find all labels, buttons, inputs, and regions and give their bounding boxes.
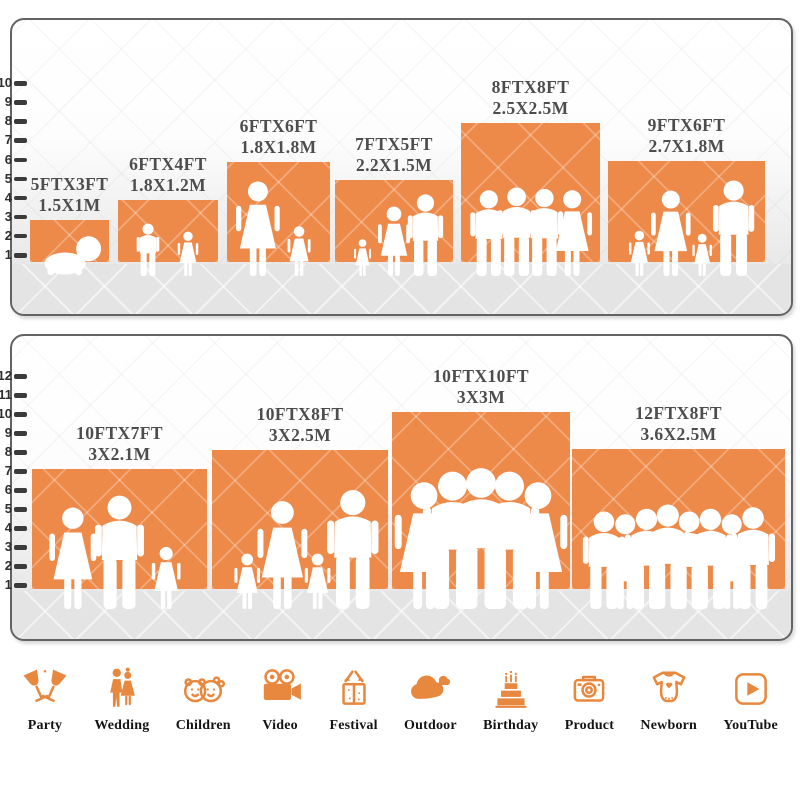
ruler-tick xyxy=(14,526,27,531)
category-label: YouTube xyxy=(723,718,778,733)
ruler-number: 7 xyxy=(4,132,12,148)
category-product: Product xyxy=(565,660,614,734)
video-icon xyxy=(257,660,303,712)
ruler-number: 6 xyxy=(4,151,12,167)
ruler-number: 1 xyxy=(4,577,12,592)
backdrop-size-label: 10FTX7FT 3X2.1M xyxy=(76,423,163,464)
people-silhouette xyxy=(394,468,568,609)
category-row: Party Wedding Children Video Festival Outdoor… xyxy=(0,660,800,734)
ruler-tick xyxy=(14,583,27,588)
backdrop-size-label: 7FTX5FT 2.2X1.5M xyxy=(355,134,433,175)
people-silhouette xyxy=(470,187,593,276)
festival-icon xyxy=(331,660,377,712)
backdrop-size-label: 8FTX8FT 2.5X2.5M xyxy=(491,77,570,118)
ruler-tick xyxy=(14,176,27,182)
category-wedding: Wedding xyxy=(94,660,149,734)
ruler-number: 10 xyxy=(0,75,12,91)
people-silhouette xyxy=(582,504,776,609)
category-video: Video xyxy=(257,660,303,734)
category-party: Party xyxy=(22,660,68,734)
category-outdoor: Outdoor xyxy=(404,660,457,734)
ruler-number: 12 xyxy=(0,368,12,383)
category-birthday: Birthday xyxy=(483,660,538,734)
category-children: Children xyxy=(176,660,231,734)
category-label: Outdoor xyxy=(404,718,457,733)
ruler-tick xyxy=(14,469,27,474)
ruler-number: 2 xyxy=(4,558,12,573)
ruler-number: 3 xyxy=(4,539,12,554)
ruler-number: 8 xyxy=(4,444,12,459)
backdrop-size-label: 10FTX8FT 3X2.5M xyxy=(256,404,344,445)
wedding-icon xyxy=(99,660,145,712)
ruler-number: 4 xyxy=(4,189,12,205)
ruler-tick xyxy=(14,412,27,417)
ruler-number: 2 xyxy=(4,227,12,243)
ruler-number: 6 xyxy=(4,482,12,497)
birthday-icon xyxy=(488,660,534,712)
people-silhouette xyxy=(354,194,444,276)
backdrop-size-label: 10FTX10FT 3X3M xyxy=(433,366,529,407)
people-silhouette xyxy=(49,495,181,609)
ruler-tick xyxy=(14,564,27,569)
ruler-tick xyxy=(14,507,27,512)
category-label: Birthday xyxy=(483,718,539,733)
backdrop-size-label: 6FTX6FT 1.8X1.8M xyxy=(239,116,318,157)
ruler-tick xyxy=(14,233,27,239)
ruler-number: 7 xyxy=(4,463,12,478)
ruler-tick xyxy=(14,100,27,105)
category-label: Festival xyxy=(329,718,378,733)
backdrop-bar-6ftx4ft xyxy=(118,200,218,262)
ruler-tick xyxy=(14,374,27,379)
backdrop-size-label: 5FTX3FT 1.5X1M xyxy=(30,174,109,215)
category-label: Wedding xyxy=(94,718,150,733)
ruler-number: 8 xyxy=(4,113,12,129)
ruler-number: 1 xyxy=(4,247,12,262)
category-label: Party xyxy=(27,718,63,733)
ruler-tick xyxy=(14,545,27,550)
children-icon xyxy=(180,660,226,712)
category-newborn: Newborn xyxy=(640,660,697,734)
people-silhouette xyxy=(236,181,311,276)
party-icon xyxy=(22,660,68,712)
category-label: Product xyxy=(564,718,615,733)
ruler-tick xyxy=(14,157,27,162)
outdoor-icon xyxy=(407,660,453,712)
youtube-icon xyxy=(728,660,774,712)
ruler-tick xyxy=(14,81,27,86)
category-label: Children xyxy=(175,718,231,733)
category-youtube: YouTube xyxy=(723,660,778,734)
ruler-number: 11 xyxy=(0,387,12,402)
ruler-number: 5 xyxy=(4,501,12,516)
ruler-tick xyxy=(14,393,27,398)
ruler-number: 5 xyxy=(4,170,12,186)
backdrop-size-label: 12FTX8FT 3.6X2.5M xyxy=(635,403,722,444)
product-icon xyxy=(566,660,612,712)
category-festival: Festival xyxy=(329,660,378,734)
ruler-tick xyxy=(14,431,27,436)
backdrop-size-label: 9FTX6FT 2.7X1.8M xyxy=(647,115,726,156)
ruler-number: 3 xyxy=(4,208,12,224)
ruler-tick xyxy=(14,195,27,201)
ground-strip xyxy=(12,264,791,314)
people-silhouette xyxy=(628,180,755,276)
people-silhouette xyxy=(44,236,102,276)
category-label: Newborn xyxy=(640,718,698,733)
backdrop-size-label: 6FTX4FT 1.8X1.2M xyxy=(129,154,207,195)
people-silhouette xyxy=(234,490,379,609)
ruler-tick xyxy=(14,138,27,143)
ruler-tick xyxy=(14,214,27,220)
ruler-tick xyxy=(14,253,27,258)
ruler-tick xyxy=(14,450,27,455)
category-label: Video xyxy=(262,718,298,733)
ruler-number: 9 xyxy=(4,94,12,110)
newborn-icon xyxy=(646,660,692,712)
ruler-tick xyxy=(14,488,27,493)
people-silhouette xyxy=(136,223,199,276)
ruler-number: 10 xyxy=(0,406,12,421)
ruler-number: 9 xyxy=(4,425,12,440)
ruler-tick xyxy=(14,119,27,124)
ruler-number: 4 xyxy=(4,520,12,535)
